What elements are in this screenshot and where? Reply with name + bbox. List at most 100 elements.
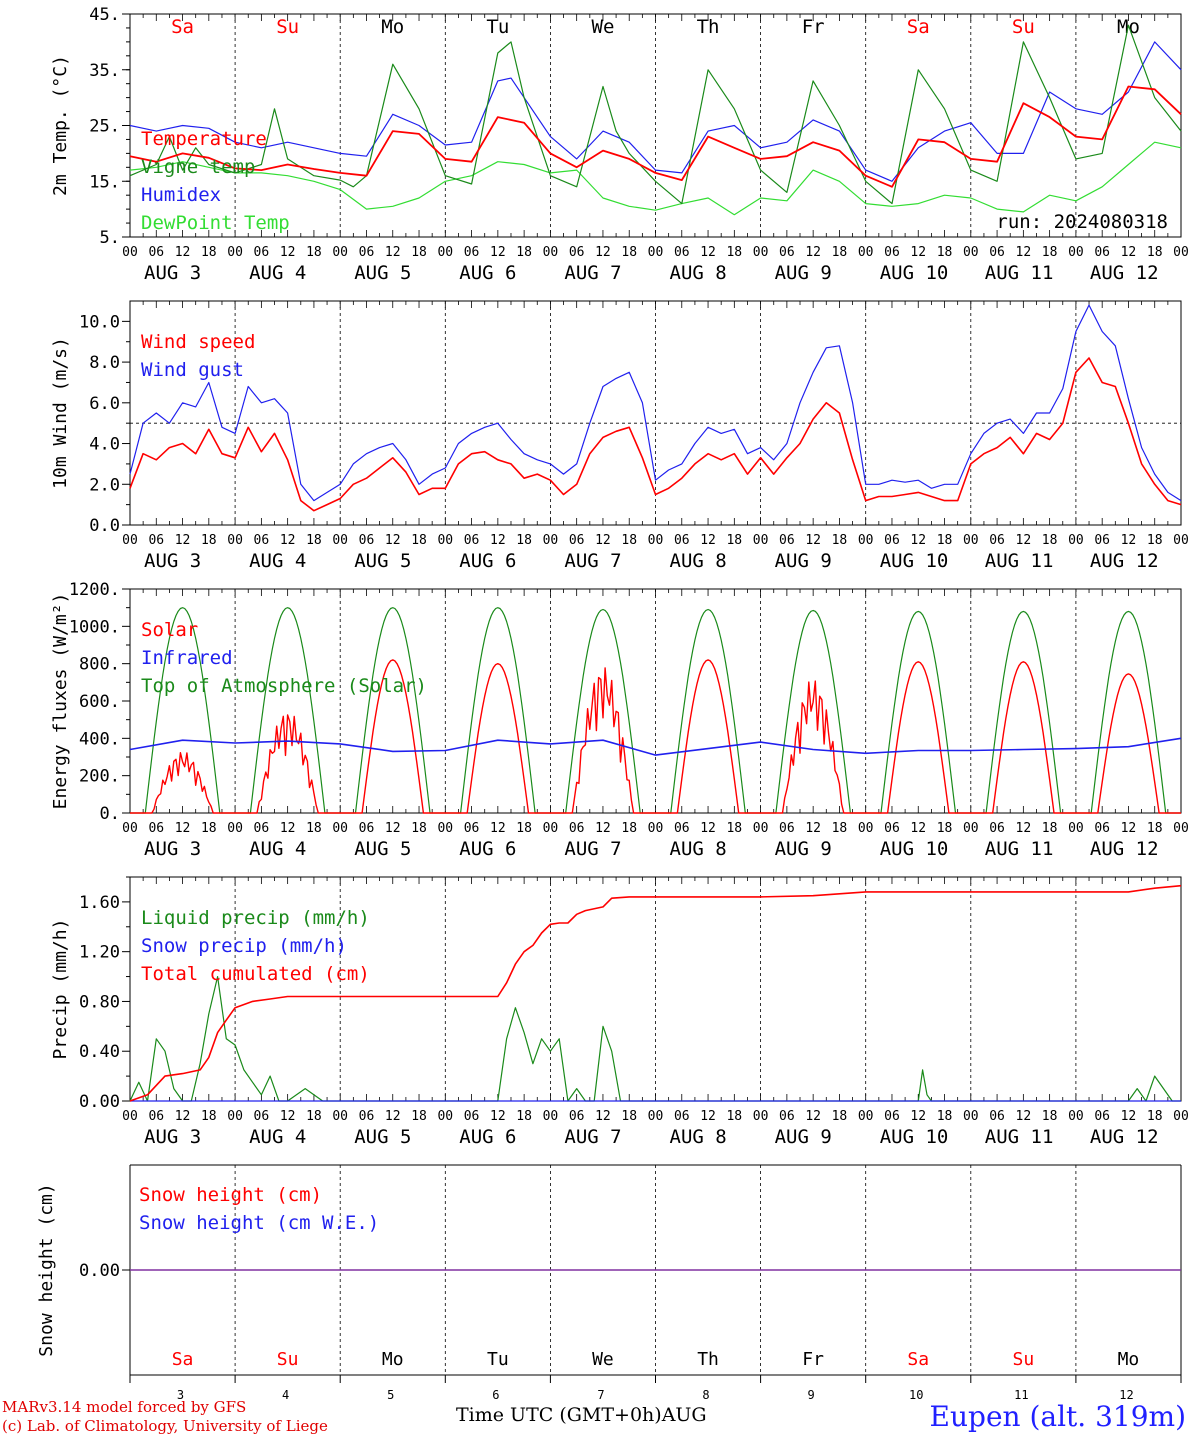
date-number: 9	[808, 1388, 815, 1402]
date-label: AUG 7	[564, 262, 621, 284]
y-tick-label: 35.	[89, 61, 120, 81]
y-axis-label: 2m Temp. (°C)	[50, 55, 71, 196]
date-label: AUG 6	[459, 550, 516, 572]
y-tick-label: 600.	[79, 692, 120, 712]
hour-tick-label: 00	[437, 821, 453, 836]
panel-5: 0.00 Snow height (cm) Snow height (cm) Snow…	[36, 1164, 1182, 1402]
series-wind-speed	[129, 357, 1182, 512]
date-label: AUG 3	[144, 550, 201, 572]
hour-tick-label: 06	[254, 821, 270, 836]
weekday-label: Tu	[486, 16, 509, 38]
weekday-label: Sa	[171, 16, 194, 38]
hour-tick-label: 12	[1016, 533, 1032, 548]
time-axis-label: Time UTC (GMT+0h)	[456, 1404, 662, 1426]
y-tick-label: 25.	[89, 117, 120, 137]
date-number: 8	[702, 1388, 709, 1402]
hour-tick-label: 12	[595, 533, 611, 548]
hour-tick-label: 00	[1173, 1109, 1189, 1124]
legend-entry: Solar	[141, 619, 198, 641]
hour-tick-label: 00	[963, 1109, 979, 1124]
hour-tick-label: 18	[1147, 533, 1163, 548]
hour-tick-label: 12	[1016, 1109, 1032, 1124]
hour-tick-label: 18	[306, 1109, 322, 1124]
y-axis-label: Precip (mm/h)	[50, 919, 71, 1060]
hour-tick-label: 00	[648, 1109, 664, 1124]
legend-entry: DewPoint Temp	[141, 212, 290, 234]
hour-tick-label: 18	[832, 533, 848, 548]
hour-tick-label: 18	[726, 1109, 742, 1124]
hour-tick-label: 12	[700, 821, 716, 836]
hour-tick-label: 18	[832, 245, 848, 260]
hour-tick-label: 18	[201, 1109, 217, 1124]
y-tick-label: 1000.	[69, 617, 120, 637]
date-label: AUG 3	[144, 262, 201, 284]
hour-tick-label: 00	[437, 245, 453, 260]
hour-tick-label: 18	[1042, 821, 1058, 836]
hour-tick-label: 06	[569, 821, 585, 836]
legend-entry: Temperature	[141, 128, 267, 150]
hour-tick-label: 18	[516, 533, 532, 548]
hour-tick-label: 12	[805, 245, 821, 260]
weekday-label: Mo	[382, 1349, 404, 1370]
date-label: AUG 6	[459, 838, 516, 860]
hour-tick-label: 06	[148, 245, 164, 260]
hour-tick-label: 00	[1173, 245, 1189, 260]
weekday-label: Sa	[172, 1349, 194, 1370]
hour-tick-label: 18	[726, 245, 742, 260]
hour-tick-label: 06	[569, 245, 585, 260]
hour-tick-label: 18	[1147, 245, 1163, 260]
hour-tick-label: 18	[621, 245, 637, 260]
hour-tick-label: 18	[937, 821, 953, 836]
hour-tick-label: 06	[989, 821, 1005, 836]
hour-tick-label: 06	[884, 245, 900, 260]
hour-tick-label: 18	[411, 533, 427, 548]
hour-tick-label: 18	[201, 821, 217, 836]
date-label: AUG 3	[144, 1126, 201, 1148]
hour-tick-label: 00	[753, 1109, 769, 1124]
hour-tick-label: 06	[779, 1109, 795, 1124]
hour-tick-label: 06	[674, 1109, 690, 1124]
legend-entry: Liquid precip (mm/h)	[141, 907, 370, 929]
weekday-label: Sa	[907, 1349, 929, 1370]
hour-tick-label: 06	[359, 1109, 375, 1124]
run-annotation: run: 2024080318	[996, 211, 1168, 233]
y-tick-label: 1.20	[79, 943, 120, 963]
legend-entry: Vigne temp	[141, 156, 255, 178]
series-infrared	[129, 737, 1182, 756]
hour-tick-label: 18	[306, 821, 322, 836]
hour-tick-label: 12	[700, 533, 716, 548]
hour-tick-label: 18	[516, 1109, 532, 1124]
hour-tick-label: 00	[122, 1109, 138, 1124]
hour-tick-label: 12	[175, 533, 191, 548]
credit-line-1: MARv3.14 model forced by GFS	[2, 1398, 247, 1416]
hour-tick-label: 12	[490, 1109, 506, 1124]
hour-tick-label: 18	[411, 821, 427, 836]
hour-tick-label: 18	[621, 533, 637, 548]
hour-tick-label: 18	[1147, 1109, 1163, 1124]
weekday-label: Su	[276, 16, 299, 38]
hour-tick-label: 18	[1042, 1109, 1058, 1124]
date-label: AUG 10	[880, 550, 949, 572]
hour-tick-label: 00	[437, 1109, 453, 1124]
hour-tick-label: 06	[989, 533, 1005, 548]
date-label: AUG 5	[354, 1126, 411, 1148]
hour-tick-label: 06	[148, 533, 164, 548]
date-label: AUG 9	[775, 838, 832, 860]
hour-tick-label: 06	[1094, 1109, 1110, 1124]
hour-tick-label: 00	[963, 821, 979, 836]
hour-tick-label: 00	[858, 1109, 874, 1124]
y-tick-label: 2.0	[89, 475, 120, 495]
hour-tick-label: 12	[910, 533, 926, 548]
hour-tick-label: 00	[332, 821, 348, 836]
hour-tick-label: 06	[989, 245, 1005, 260]
legend-entry: Infrared	[141, 647, 233, 669]
hour-tick-label: 18	[726, 821, 742, 836]
weekday-label: Th	[697, 1349, 719, 1370]
y-axis-label: Snow height (cm)	[36, 1183, 57, 1356]
hour-tick-label: 00	[332, 245, 348, 260]
hour-tick-label: 06	[254, 533, 270, 548]
hour-tick-label: 00	[1068, 533, 1084, 548]
hour-tick-label: 00	[963, 245, 979, 260]
hour-tick-label: 00	[753, 245, 769, 260]
credit-line-2: (c) Lab. of Climatology, University of L…	[2, 1417, 328, 1435]
